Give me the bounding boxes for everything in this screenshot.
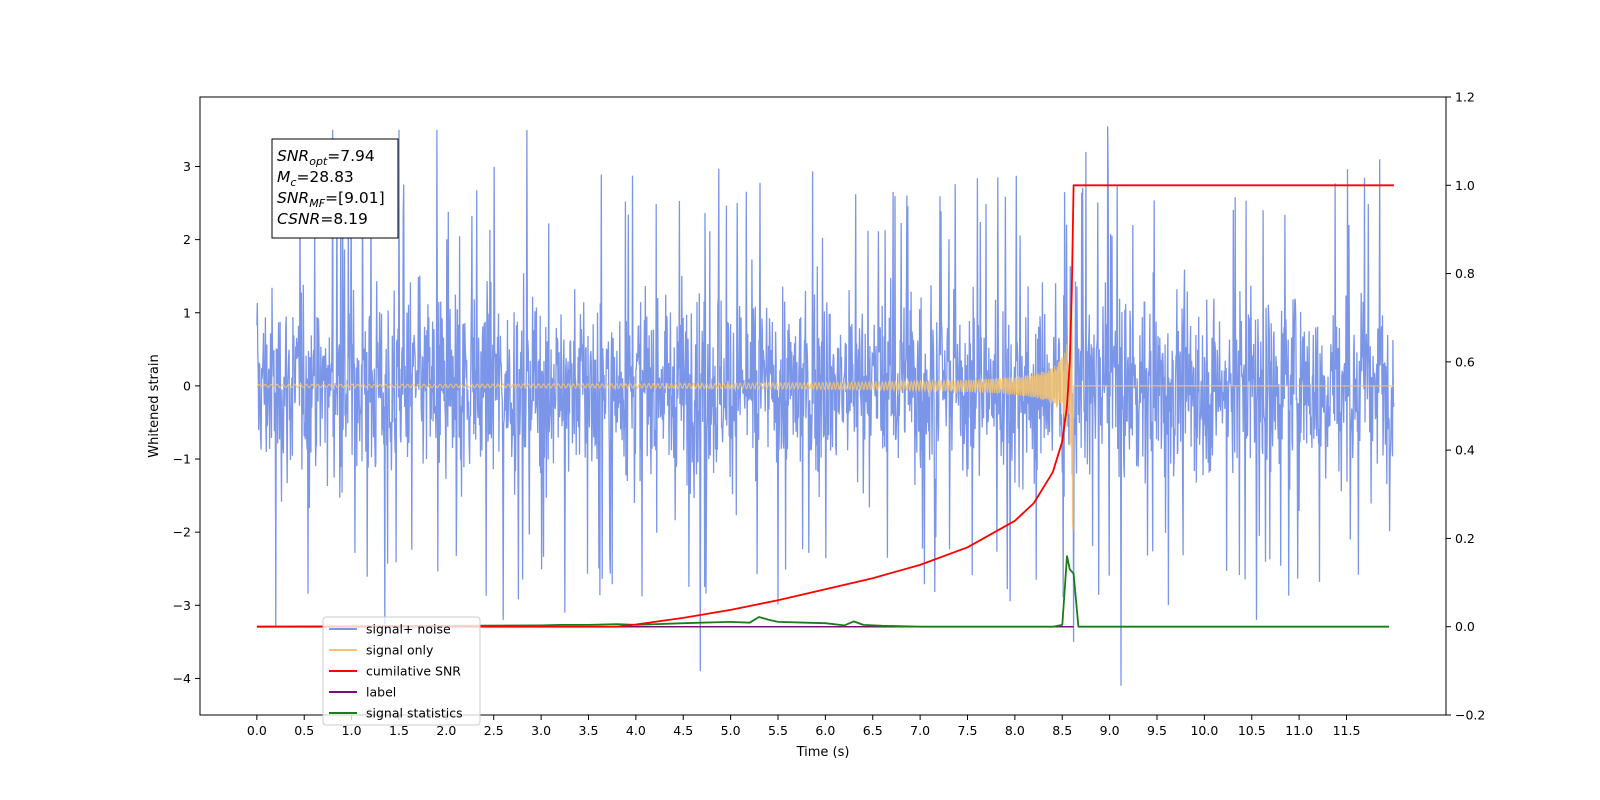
x-tick-label: 4.5 xyxy=(673,723,693,738)
y-axis-right: 1.2 1.0 0.8 0.6 0.4 0.2 0.0 −0.2 xyxy=(1446,90,1485,723)
x-tick-label: 3.5 xyxy=(579,723,599,738)
y2-tick-label: 0.8 xyxy=(1455,266,1475,281)
x-tick-label: 1.5 xyxy=(389,723,409,738)
annotation-line: SNRopt=7.94 xyxy=(277,147,375,168)
y2-tick-label: 0.2 xyxy=(1455,531,1475,546)
legend-label: label xyxy=(366,685,396,700)
y-tick-label: −1 xyxy=(173,452,191,467)
signal-noise-layer xyxy=(256,126,1395,686)
x-tick-label: 6.0 xyxy=(815,723,835,738)
x-tick-label: 5.5 xyxy=(768,723,788,738)
x-tick-label: 11.5 xyxy=(1333,723,1361,738)
signal-noise-line xyxy=(256,126,1395,686)
plot-frame xyxy=(199,96,1447,716)
x-tick-label: 2.0 xyxy=(436,723,456,738)
right-axis-series-layer xyxy=(256,184,1394,628)
x-tick-label: 11.0 xyxy=(1285,723,1313,738)
x-tick-label: 4.0 xyxy=(626,723,646,738)
x-tick-label: 8.5 xyxy=(1052,723,1072,738)
x-tick-label: 2.5 xyxy=(484,723,504,738)
y-tick-label: −3 xyxy=(173,598,191,613)
annotation-line: CSNR=8.19 xyxy=(277,210,368,228)
legend-label: signal only xyxy=(366,643,434,658)
annotation-line: SNRMF=[9.01] xyxy=(277,189,385,210)
x-tick-label: 1.0 xyxy=(342,723,362,738)
y2-tick-label: −0.2 xyxy=(1455,708,1485,723)
y2-tick-label: 0.0 xyxy=(1455,619,1475,634)
x-tick-label: 9.0 xyxy=(1100,723,1120,738)
x-axis: 0.0 0.5 1.0 1.5 2.0 2.5 3.0 3.5 4.0 4.5 5.0 5.5 6.0 6… xyxy=(247,715,1361,738)
y2-tick-label: 0.4 xyxy=(1455,443,1475,458)
y2-tick-label: 1.0 xyxy=(1455,178,1475,193)
y-tick-label: 2 xyxy=(183,232,191,247)
y-tick-label: 0 xyxy=(183,378,191,393)
signal-statistics-line xyxy=(256,555,1390,628)
annotation-box-border xyxy=(271,138,399,239)
x-tick-label: 7.0 xyxy=(910,723,930,738)
x-tick-label: 9.5 xyxy=(1147,723,1167,738)
x-tick-label: 0.0 xyxy=(247,723,267,738)
x-tick-label: 10.0 xyxy=(1190,723,1218,738)
signal-only-line xyxy=(256,285,1394,531)
legend: signal+ noise signal only cumilative SNR la… xyxy=(322,616,481,726)
y-axis-left: 3 2 1 0 −1 −2 −3 −4 xyxy=(173,159,200,686)
legend-label: signal+ noise xyxy=(366,622,451,637)
y2-tick-label: 1.2 xyxy=(1455,90,1475,105)
y-axis-label: Whitened strain xyxy=(147,354,162,457)
legend-label: signal statistics xyxy=(366,706,463,721)
x-axis-label: Time (s) xyxy=(796,745,850,760)
x-tick-label: 3.0 xyxy=(531,723,551,738)
x-tick-label: 0.5 xyxy=(294,723,314,738)
legend-box xyxy=(322,616,481,726)
x-tick-label: 8.0 xyxy=(1005,723,1025,738)
y2-tick-label: 0.6 xyxy=(1455,354,1475,369)
y-tick-label: 3 xyxy=(183,159,191,174)
x-tick-label: 5.0 xyxy=(721,723,741,738)
x-tick-label: 6.5 xyxy=(863,723,883,738)
y-tick-label: 1 xyxy=(183,305,191,320)
y-tick-label: −4 xyxy=(173,671,191,686)
signal-only-layer xyxy=(256,285,1394,531)
x-tick-label: 10.5 xyxy=(1238,723,1266,738)
cumulative-snr-line xyxy=(256,184,1394,628)
y-tick-label: −2 xyxy=(173,525,191,540)
legend-label: cumilative SNR xyxy=(366,664,461,679)
annotation-line: Mc=28.83 xyxy=(277,168,354,189)
x-tick-label: 7.5 xyxy=(958,723,978,738)
